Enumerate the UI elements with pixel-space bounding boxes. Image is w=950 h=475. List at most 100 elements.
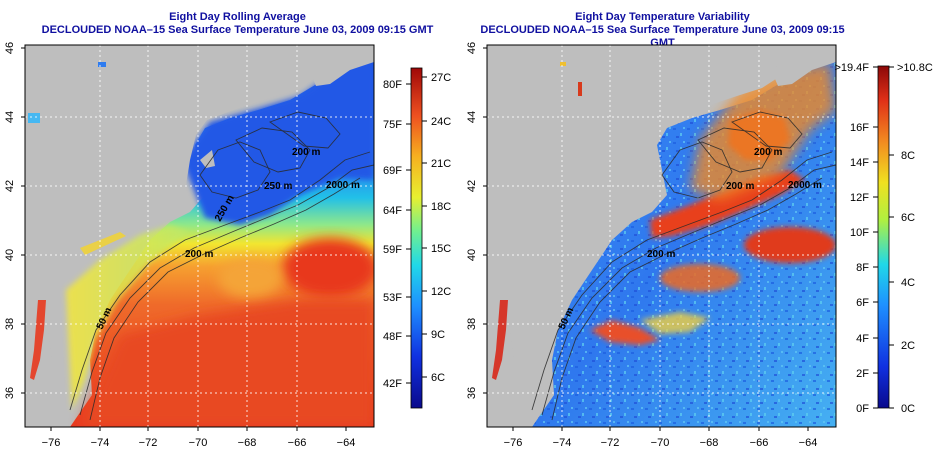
land-nova-scotia <box>760 45 836 86</box>
isobath-label: 200 m <box>726 181 754 192</box>
colorbar-label-f: 2F <box>856 368 869 380</box>
y-tick-label: 38 <box>4 318 16 330</box>
lake-patch-1 <box>98 62 106 67</box>
colorbar-label-f: 80F <box>383 79 402 91</box>
colorbar-label-f: 75F <box>383 119 402 131</box>
isobath-label: 200 m <box>185 249 213 260</box>
isobath-label: 200 m <box>754 147 782 158</box>
x-tick-label: −66 <box>288 437 307 449</box>
x-tick-label: −64 <box>337 437 356 449</box>
moderate-variability-gulf-of-maine <box>690 62 836 200</box>
x-tick-label: −64 <box>799 437 818 449</box>
left-y-axis <box>21 47 25 394</box>
isobath-contours <box>69 111 374 421</box>
x-tick-label: −66 <box>750 437 769 449</box>
x-tick-label: −68 <box>700 437 719 449</box>
x-tick-label: −70 <box>651 437 670 449</box>
colorbar-label-c: 9C <box>431 329 445 341</box>
colorbar-label-f: 16F <box>850 122 869 134</box>
variability-map: 200 m 2000 m 200 m 200 m 50 m <box>487 45 836 427</box>
y-tick-label: 46 <box>4 42 16 54</box>
colorbar-label-f: 10F <box>850 227 869 239</box>
warm-core-ring-east <box>282 238 374 298</box>
colorbar-label-f: 53F <box>383 292 402 304</box>
y-tick-label: 36 <box>466 387 478 399</box>
sst-map: 200 m 2000 m 250 m 250 m 200 m 50 m <box>25 45 374 427</box>
x-tick-label: −72 <box>601 437 620 449</box>
colorbar-label-c: 0C <box>901 403 915 415</box>
colorbar-label-f: 42F <box>383 378 402 390</box>
colorbar-label-f: 69F <box>383 165 402 177</box>
y-tick-label: 38 <box>466 318 478 330</box>
land-new-england <box>487 45 836 427</box>
isobath-label: 200 m <box>647 249 675 260</box>
sst-colorbar-ticks <box>406 76 427 384</box>
left-map-frame <box>24 44 375 428</box>
colorbar-label-f: 6F <box>856 297 869 309</box>
high-variability-shelf-break <box>650 170 805 238</box>
y-tick-label: 46 <box>466 42 478 54</box>
land-new-england <box>25 45 374 427</box>
eddy-variability-central <box>660 264 740 292</box>
colorbar-label-c: 24C <box>431 116 451 128</box>
lat-lon-grid <box>25 45 374 427</box>
long-island-sound <box>80 232 126 255</box>
colorbar-label-f: 64F <box>383 205 402 217</box>
y-tick-label: 36 <box>4 387 16 399</box>
y-tick-label: 42 <box>4 180 16 192</box>
right-y-axis <box>483 47 487 394</box>
x-tick-label: −72 <box>139 437 158 449</box>
variability-colorbar <box>877 65 890 409</box>
y-tick-label: 42 <box>466 180 478 192</box>
lake-variability-1 <box>578 82 582 96</box>
right-title-line1: Eight Day Temperature Variability <box>575 11 750 23</box>
x-tick-label: −76 <box>504 437 523 449</box>
y-tick-label: 44 <box>466 111 478 123</box>
colorbar-label-c: 8C <box>901 150 915 162</box>
y-tick-label: 44 <box>4 111 16 123</box>
x-tick-label: −70 <box>189 437 208 449</box>
left-title-line2: DECLOUDED NOAA–15 Sea Surface Temperatur… <box>41 24 434 36</box>
colorbar-label-c: 6C <box>431 372 445 384</box>
colorbar-label-f: 0F <box>856 403 869 415</box>
x-tick-label: −74 <box>553 437 572 449</box>
colorbar-label-f: 8F <box>856 262 869 274</box>
colorbar-label-c: 27C <box>431 72 451 84</box>
colorbar-label-c: 21C <box>431 158 451 170</box>
colorbar-label-f: 4F <box>856 333 869 345</box>
isobath-label: 250 m <box>264 181 292 192</box>
colorbar-label-c: 15C <box>431 243 451 255</box>
colorbar-label-c: 18C <box>431 201 451 213</box>
land-nova-scotia <box>298 45 374 86</box>
lake-patch-2 <box>28 113 40 123</box>
right-map-frame <box>486 44 837 428</box>
x-tick-label: −68 <box>238 437 257 449</box>
isobath-label: 200 m <box>292 147 320 158</box>
colorbar-label-c: 12C <box>431 286 451 298</box>
colorbar-label-c: 6C <box>901 212 915 224</box>
x-tick-label: −76 <box>42 437 61 449</box>
chesapeake-warm-water <box>30 300 46 380</box>
land-cape-cod <box>200 150 215 168</box>
left-map-title: Eight Day Rolling Average DECLOUDED NOAA… <box>0 11 475 37</box>
gulf-stream-warm-band <box>80 300 374 427</box>
colorbar-label-f: >19.4F <box>834 62 869 74</box>
sst-colorbar <box>410 67 423 409</box>
isobath-label: 2000 m <box>788 180 822 191</box>
eddy-variability-east <box>744 227 836 263</box>
right-map-title: Eight Day Temperature Variability DECLOU… <box>475 11 850 50</box>
lat-lon-grid <box>487 45 836 427</box>
colorbar-label-f: 14F <box>850 157 869 169</box>
shelf-water <box>66 225 190 410</box>
colorbar-label-f: 59F <box>383 244 402 256</box>
variability-colorbar-ticks <box>873 66 894 409</box>
colorbar-label-c: >10.8C <box>897 62 933 74</box>
left-x-axis <box>50 427 347 431</box>
front-variability-south <box>590 320 660 345</box>
chesapeake-variability <box>492 300 508 380</box>
isobath-label: 2000 m <box>326 180 360 191</box>
colorbar-label-f: 12F <box>850 192 869 204</box>
x-tick-label: −74 <box>91 437 110 449</box>
colorbar-label-f: 48F <box>383 331 402 343</box>
